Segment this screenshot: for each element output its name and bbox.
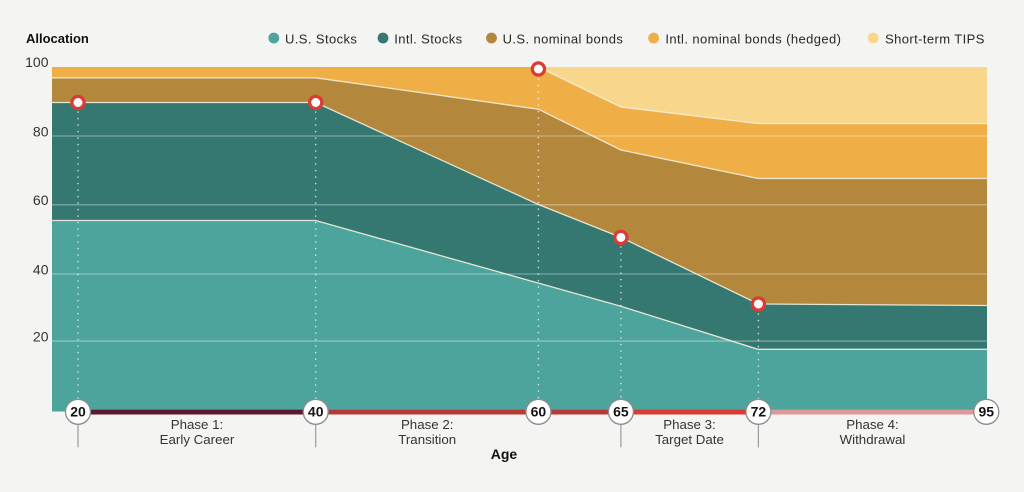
svg-text:Phase 2:: Phase 2: (401, 417, 454, 432)
svg-text:Phase 1:: Phase 1: (171, 417, 224, 432)
svg-text:Phase 4:: Phase 4: (846, 417, 899, 432)
svg-text:65: 65 (613, 404, 629, 420)
svg-text:Transition: Transition (398, 432, 456, 447)
svg-text:95: 95 (979, 404, 995, 420)
svg-text:100: 100 (25, 54, 49, 70)
svg-text:Withdrawal: Withdrawal (840, 432, 906, 447)
svg-text:20: 20 (33, 329, 49, 345)
svg-text:40: 40 (33, 261, 49, 277)
svg-text:72: 72 (751, 404, 767, 420)
svg-text:Short-term TIPS: Short-term TIPS (885, 31, 985, 46)
svg-text:Age: Age (491, 446, 518, 462)
svg-text:Intl. nominal bonds (hedged): Intl. nominal bonds (hedged) (665, 31, 841, 46)
svg-text:Early Career: Early Career (160, 432, 235, 447)
svg-text:U.S. Stocks: U.S. Stocks (285, 31, 357, 46)
svg-text:60: 60 (33, 192, 49, 208)
svg-text:Allocation: Allocation (26, 31, 89, 46)
svg-text:80: 80 (33, 123, 49, 139)
svg-text:Intl. Stocks: Intl. Stocks (394, 31, 462, 46)
svg-text:Phase 3:: Phase 3: (663, 417, 716, 432)
svg-text:40: 40 (308, 404, 324, 420)
svg-text:U.S. nominal bonds: U.S. nominal bonds (503, 31, 624, 46)
svg-text:60: 60 (531, 404, 547, 420)
svg-text:20: 20 (70, 404, 86, 420)
svg-text:Target Date: Target Date (655, 432, 724, 447)
